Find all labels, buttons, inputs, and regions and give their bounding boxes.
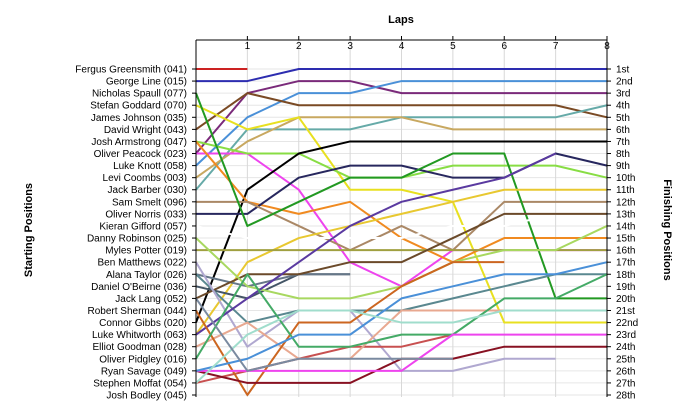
x-tick-label: 4 [399,41,405,52]
starting-position-label: Ben Matthews (022) [98,258,188,269]
starting-position-label: Alana Taylor (026) [106,270,187,281]
x-tick-label: 7 [553,41,559,52]
series-line [195,297,453,372]
finishing-position-label: 2nd [616,77,633,88]
finishing-position-label: 19th [616,282,635,293]
starting-position-label: Luke Knott (058) [113,161,187,172]
x-tick-label: 1 [245,41,251,52]
series-line [195,273,608,360]
finishing-position-labels: 1st2nd3rd4th5th6th7th8th9th10th11th12th1… [607,65,638,402]
finishing-position-label: 26th [616,366,635,377]
starting-position-label: Elliot Goodman (028) [93,342,188,353]
finishing-position-label: 27th [616,378,635,389]
finishing-position-label: 6th [616,125,630,136]
starting-position-label: Stephen Moffat (054) [93,378,187,389]
starting-position-label: Levi Coombs (003) [103,173,187,184]
starting-position-label: Josh Bodley (045) [106,391,187,402]
series-line [195,261,505,396]
series-line [195,140,607,323]
starting-position-label: Daniel O'Beirne (036) [91,282,187,293]
finishing-position-label: 15th [616,234,635,245]
series-line [195,212,607,240]
top-axis-title: Laps [388,14,414,26]
finishing-position-label: 8th [616,149,630,160]
x-tick-label: 3 [347,41,353,52]
starting-position-label: Connor Gibbs (020) [99,318,187,329]
finishing-position-label: 28th [616,391,635,402]
series-line [195,261,608,372]
finishing-position-label: 3rd [616,89,630,100]
starting-position-label: Oliver Peacock (023) [94,149,187,160]
starting-position-label: Ryan Savage (049) [101,366,187,377]
finishing-position-label: 21st [616,306,635,317]
starting-position-label: Fergus Greensmith (041) [75,65,187,76]
x-tick-label: 6 [501,41,507,52]
finishing-position-label: 25th [616,354,635,365]
series-line [195,309,556,360]
finishing-position-label: 13th [616,209,635,220]
series-line [196,68,607,83]
series-line [195,80,607,167]
x-tick-label: 8 [604,41,610,52]
series-line [196,200,607,252]
finishing-position-label: 7th [616,137,630,148]
x-tick-labels: 1 2 3 4 5 6 7 8 [245,36,610,52]
series-line [195,188,607,336]
finishing-position-label: 23rd [616,330,636,341]
finishing-position-label: 14th [616,221,635,232]
finishing-position-label: 5th [616,113,630,124]
starting-position-label: Stefan Goddard (070) [90,101,187,112]
starting-position-label: Myles Potter (019) [105,246,187,257]
series-line [196,333,607,372]
series-line [195,104,607,324]
finishing-position-label: 22nd [616,318,638,329]
starting-position-labels: Fergus Greensmith (041)George Line (015)… [75,65,196,402]
right-axis-title: Finishing Positions [661,179,673,280]
finishing-position-label: 18th [616,270,635,281]
finishing-position-label: 9th [616,161,630,172]
starting-position-label: Danny Robinson (025) [87,234,187,245]
x-tick-label: 2 [296,41,302,52]
series-line [195,333,454,384]
x-tick-label: 5 [450,41,456,52]
finishing-position-label: 10th [616,173,635,184]
finishing-position-label: 24th [616,342,635,353]
starting-position-label: Nicholas Spaull (077) [92,89,187,100]
starting-position-label: Oliver Norris (033) [105,209,187,220]
finishing-position-label: 4th [616,101,630,112]
series-line [195,116,607,179]
finishing-position-label: 12th [616,197,635,208]
starting-position-label: Jack Lang (052) [115,294,187,305]
finishing-position-label: 1st [616,65,630,76]
finishing-position-label: 20th [616,294,635,305]
starting-position-label: Robert Sherman (044) [88,306,188,317]
finishing-position-label: 17th [616,258,635,269]
starting-position-label: James Johnson (035) [91,113,187,124]
finishing-position-label: 16th [616,246,635,257]
starting-position-label: George Line (015) [106,77,187,88]
series-line [195,80,607,155]
starting-position-label: Josh Armstrong (047) [91,137,187,148]
series-line [195,309,607,384]
series-line [195,152,557,336]
starting-position-label: Kieran Gifford (057) [99,221,187,232]
series-lines [195,68,608,396]
starting-position-label: Jack Barber (030) [108,185,187,196]
starting-position-label: Oliver Pidgley (016) [99,354,187,365]
left-axis-title: Starting Positions [23,183,35,277]
series-line [195,92,608,131]
starting-position-label: David Wright (043) [104,125,187,136]
starting-position-label: Sam Smelt (096) [112,197,187,208]
series-line [195,212,607,300]
finishing-position-label: 11th [616,185,635,196]
starting-position-label: Luke Whitworth (063) [92,330,187,341]
